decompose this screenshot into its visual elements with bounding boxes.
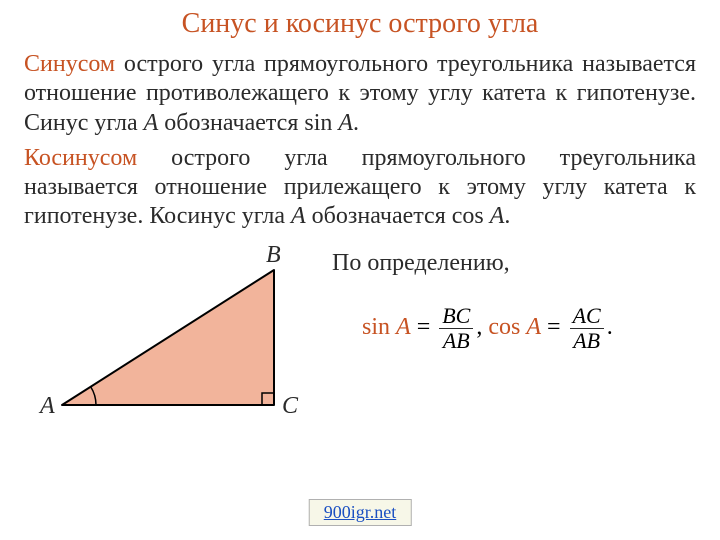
period: . (607, 314, 613, 340)
var-A-2: A (338, 110, 353, 136)
fn-sin: sin (362, 314, 396, 340)
fn-cos-arg: A (526, 314, 541, 340)
term-sine: Синусом (24, 51, 115, 77)
eq-1: = (411, 314, 437, 340)
var-A-4: A (490, 203, 505, 229)
page-title: Синус и косинус острого угла (24, 8, 696, 40)
frac-sin-den: AB (439, 329, 473, 352)
sine-end: . (353, 110, 359, 136)
eq-2: = (541, 314, 567, 340)
triangle-figure: A B C (24, 250, 324, 430)
cosine-mid: обозначается cos (306, 203, 490, 229)
sine-mid: обозначается sin (158, 110, 338, 136)
frac-cos-den: AB (570, 329, 604, 352)
formula-intro: По определению, (332, 250, 696, 277)
vertex-label-b: B (266, 242, 281, 269)
frac-sin-num: BC (439, 305, 473, 329)
footer-link-box[interactable]: 900igr.net (309, 499, 412, 526)
fn-cos: cos (488, 314, 526, 340)
footer-link[interactable]: 900igr.net (324, 502, 397, 522)
definition-sine: Синусом острого угла прямоугольного треу… (24, 50, 696, 138)
sine-text: острого угла прямоугольного треугольника… (24, 51, 696, 136)
frac-cos-num: AC (570, 305, 604, 329)
cosine-end: . (504, 203, 510, 229)
formula-block: sin A = BCAB, cos A = ACAB. (362, 305, 696, 352)
frac-cos: ACAB (570, 305, 604, 352)
term-cosine: Косинусом (24, 145, 137, 171)
comma: , (476, 314, 488, 340)
definition-cosine: Косинусом острого угла прямоугольного тр… (24, 144, 696, 232)
frac-sin: BCAB (439, 305, 473, 352)
vertex-label-a: A (40, 393, 55, 420)
fn-sin-arg: A (396, 314, 411, 340)
var-A-3: A (291, 203, 306, 229)
vertex-label-c: C (282, 393, 298, 420)
var-A-1: A (144, 110, 159, 136)
